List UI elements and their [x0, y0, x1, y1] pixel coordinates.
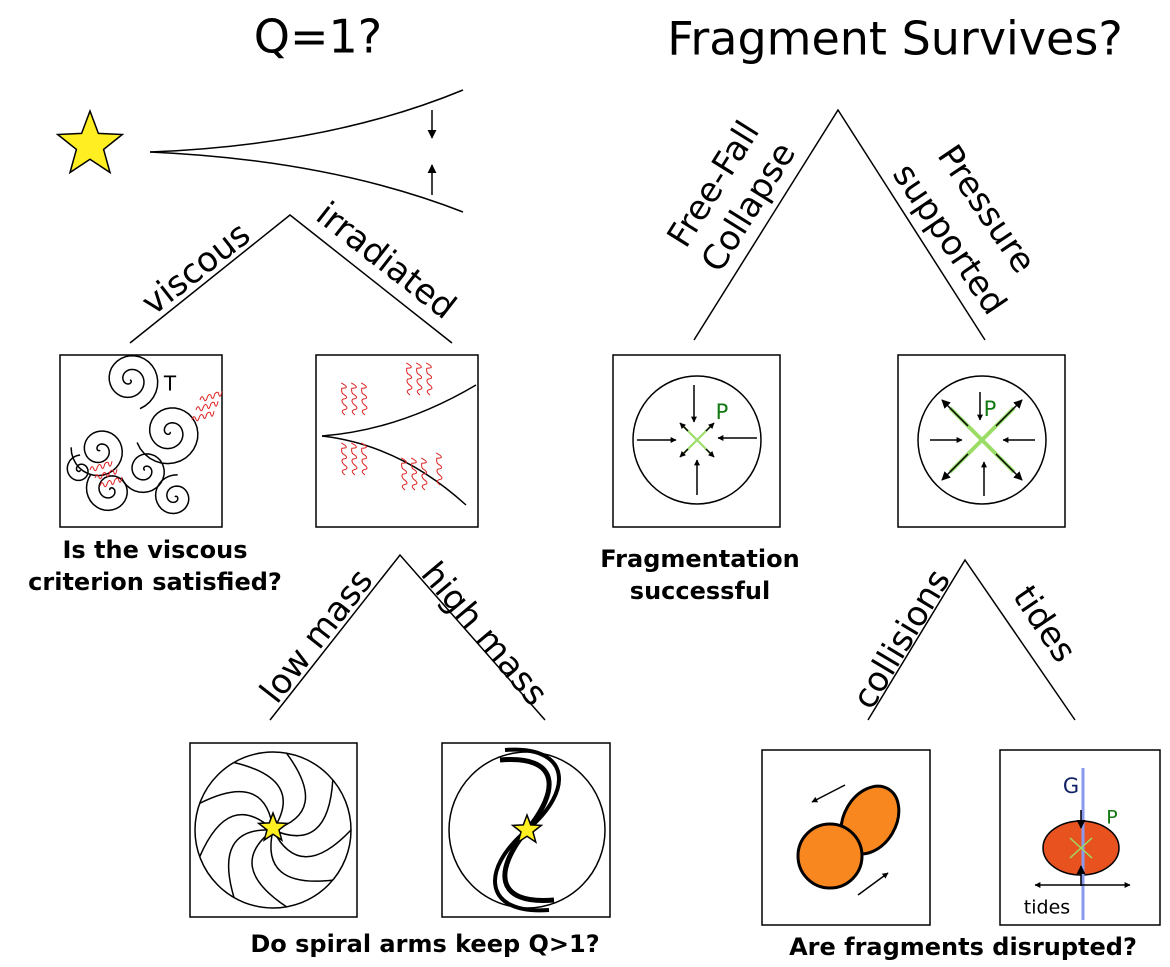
- shape: [199, 391, 223, 402]
- shape: [227, 829, 274, 898]
- shape: [405, 362, 413, 396]
- shape: [340, 382, 348, 416]
- shape: [272, 752, 307, 831]
- question: criterion satisfied?: [28, 568, 282, 596]
- shape: [270, 829, 333, 882]
- branch-label: viscous: [134, 214, 258, 323]
- question: Is the viscous: [62, 536, 247, 564]
- shape: [136, 407, 199, 465]
- result: Fragmentation: [600, 545, 799, 573]
- shape: [199, 813, 274, 857]
- viscous-box: [66, 355, 223, 515]
- gravity-label: G: [1063, 774, 1079, 798]
- shape: [415, 362, 423, 396]
- title: Q=1?: [254, 10, 382, 64]
- title: Fragment Survives?: [667, 12, 1123, 66]
- box-label: T: [163, 372, 177, 396]
- shape: [340, 442, 348, 476]
- spiral-low-mass: [194, 751, 352, 909]
- tides-box: [1034, 768, 1131, 920]
- branch-label: high mass: [413, 554, 556, 713]
- shape: [89, 461, 113, 472]
- shape: [154, 474, 190, 515]
- pressure-box: [917, 375, 1047, 505]
- shape: [108, 355, 159, 410]
- branch-label: irradiated: [308, 194, 463, 327]
- shape: [85, 473, 128, 512]
- shape: [272, 829, 352, 858]
- shape: [410, 457, 418, 491]
- shape: [435, 452, 443, 486]
- shape: [425, 362, 433, 396]
- result: successful: [630, 577, 770, 605]
- shape: [66, 454, 89, 482]
- boxes: [59, 354, 1161, 926]
- irradiated-box: [321, 362, 477, 506]
- branch-label: tides: [1004, 579, 1084, 670]
- question: Do spiral arms keep Q>1?: [250, 930, 599, 958]
- shape: [272, 779, 334, 837]
- star-disk: [55, 89, 464, 213]
- shape: [350, 382, 358, 416]
- tides-label: tides: [1024, 897, 1070, 919]
- collision-box: [796, 784, 901, 896]
- free-fall-box: [632, 375, 762, 505]
- pressure-label: P: [716, 400, 729, 424]
- shape: [251, 829, 287, 908]
- shape: [70, 430, 123, 477]
- shape: [195, 401, 219, 412]
- shape: [350, 442, 358, 476]
- shape: [99, 477, 123, 488]
- branch-lines: [129, 108, 1076, 721]
- shape: [420, 457, 428, 491]
- branch-label: collisions: [845, 562, 959, 716]
- shape: [360, 442, 368, 476]
- shape: [360, 382, 368, 416]
- shape: [233, 761, 284, 831]
- pressure-label: P: [1106, 807, 1117, 829]
- shape: [191, 411, 215, 422]
- shape: [94, 469, 118, 480]
- shape: [400, 457, 408, 491]
- pressure-label: P: [984, 397, 997, 421]
- question: Are fragments disrupted?: [789, 933, 1137, 961]
